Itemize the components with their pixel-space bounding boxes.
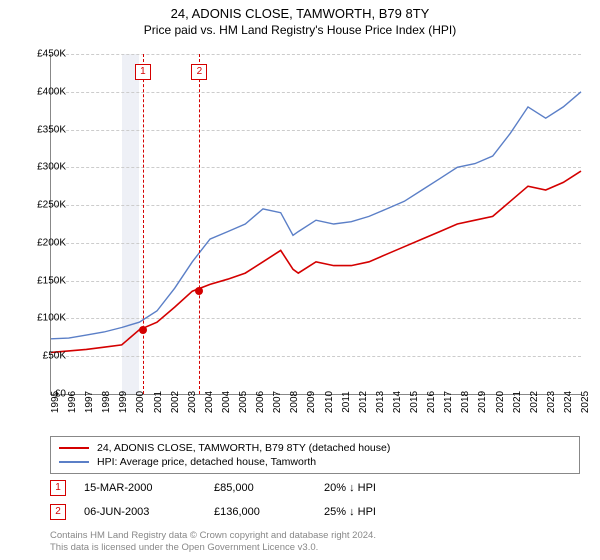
chart-subtitle: Price paid vs. HM Land Registry's House … [0, 21, 600, 37]
marker-label-box: 1 [135, 64, 151, 80]
x-axis-label: 1998 [101, 391, 112, 413]
x-axis-label: 2020 [495, 391, 506, 413]
x-axis-label: 2014 [392, 391, 403, 413]
chart-plot-area: 12 [50, 54, 581, 395]
x-axis-label: 2016 [426, 391, 437, 413]
x-axis-label: 2003 [187, 391, 198, 413]
x-axis-label: 2023 [546, 391, 557, 413]
series-hpi [51, 92, 581, 339]
chart-container: 24, ADONIS CLOSE, TAMWORTH, B79 8TY Pric… [0, 0, 600, 560]
x-axis-label: 2013 [375, 391, 386, 413]
x-axis-label: 2021 [512, 391, 523, 413]
x-axis-label: 2004 [204, 391, 215, 413]
transaction-date: 06-JUN-2003 [84, 506, 214, 518]
y-axis-label: £250K [37, 200, 66, 211]
x-axis-label: 2017 [443, 391, 454, 413]
marker-dashed-line [199, 54, 200, 394]
marker-label-box: 1 [50, 480, 66, 496]
footer-text: Contains HM Land Registry data © Crown c… [50, 530, 580, 555]
transaction-price: £136,000 [214, 506, 324, 518]
x-axis-label: 2009 [306, 391, 317, 413]
y-axis-label: £50K [43, 351, 66, 362]
footer-line: This data is licensed under the Open Gov… [50, 542, 580, 554]
chart-title: 24, ADONIS CLOSE, TAMWORTH, B79 8TY [0, 0, 600, 21]
marker-dashed-line [143, 54, 144, 394]
transaction-pct: 20% ↓ HPI [324, 482, 444, 494]
marker-dot [139, 326, 147, 334]
transaction-row: 2 06-JUN-2003 £136,000 25% ↓ HPI [50, 504, 580, 520]
legend-swatch [59, 461, 89, 463]
y-axis-label: £450K [37, 49, 66, 60]
x-axis-label: 2002 [170, 391, 181, 413]
transaction-date: 15-MAR-2000 [84, 482, 214, 494]
footer-line: Contains HM Land Registry data © Crown c… [50, 530, 580, 542]
x-axis-label: 2000 [135, 391, 146, 413]
x-axis-label: 2008 [289, 391, 300, 413]
chart-lines [51, 54, 581, 394]
x-axis-label: 2004 [221, 391, 232, 413]
x-axis-label: 1997 [84, 391, 95, 413]
y-axis-label: £200K [37, 237, 66, 248]
legend-item: 24, ADONIS CLOSE, TAMWORTH, B79 8TY (det… [59, 441, 571, 455]
y-axis-label: £350K [37, 124, 66, 135]
transaction-pct: 25% ↓ HPI [324, 506, 444, 518]
legend-label: HPI: Average price, detached house, Tamw… [97, 456, 316, 468]
x-axis-label: 2012 [358, 391, 369, 413]
y-axis-label: £300K [37, 162, 66, 173]
y-axis-label: £100K [37, 313, 66, 324]
x-axis-label: 2024 [563, 391, 574, 413]
transaction-row: 1 15-MAR-2000 £85,000 20% ↓ HPI [50, 480, 580, 496]
x-axis-labels: 1995199619971998199920002001200220032004… [50, 396, 580, 436]
x-axis-label: 2005 [238, 391, 249, 413]
x-axis-label: 2015 [409, 391, 420, 413]
legend-label: 24, ADONIS CLOSE, TAMWORTH, B79 8TY (det… [97, 442, 390, 454]
x-axis-label: 2019 [477, 391, 488, 413]
transaction-price: £85,000 [214, 482, 324, 494]
x-axis-label: 2006 [255, 391, 266, 413]
x-axis-label: 1995 [50, 391, 61, 413]
marker-label-box: 2 [191, 64, 207, 80]
y-axis-label: £400K [37, 86, 66, 97]
x-axis-label: 2011 [341, 391, 352, 413]
x-axis-label: 1999 [118, 391, 129, 413]
x-axis-label: 2022 [529, 391, 540, 413]
legend-item: HPI: Average price, detached house, Tamw… [59, 455, 571, 469]
y-axis-label: £150K [37, 275, 66, 286]
x-axis-label: 2007 [272, 391, 283, 413]
x-axis-label: 2025 [580, 391, 591, 413]
x-axis-label: 2001 [153, 391, 164, 413]
marker-dot [195, 287, 203, 295]
legend-swatch [59, 447, 89, 449]
x-axis-label: 1996 [67, 391, 78, 413]
x-axis-label: 2010 [324, 391, 335, 413]
legend-box: 24, ADONIS CLOSE, TAMWORTH, B79 8TY (det… [50, 436, 580, 474]
marker-label-box: 2 [50, 504, 66, 520]
x-axis-label: 2018 [460, 391, 471, 413]
